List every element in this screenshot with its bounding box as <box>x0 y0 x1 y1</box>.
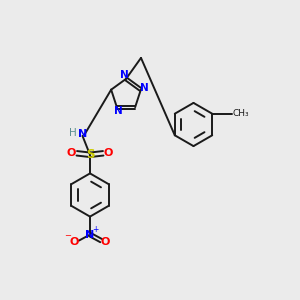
Text: N: N <box>114 106 123 116</box>
Text: N: N <box>85 230 94 240</box>
Text: H: H <box>69 128 76 138</box>
Text: N: N <box>140 83 149 93</box>
Text: N: N <box>120 70 129 80</box>
Text: CH₃: CH₃ <box>232 109 249 118</box>
Text: O: O <box>70 237 79 247</box>
Text: O: O <box>104 148 113 158</box>
Text: O: O <box>67 148 76 158</box>
Text: N: N <box>78 129 87 140</box>
Text: O: O <box>101 237 110 247</box>
Text: S: S <box>86 148 94 161</box>
Text: +: + <box>92 225 99 234</box>
Text: −: − <box>64 231 71 240</box>
